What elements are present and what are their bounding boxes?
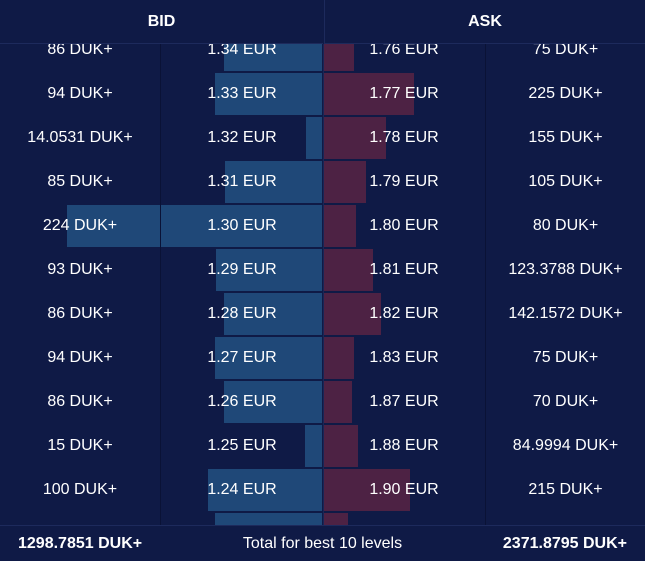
ask-price: 1.78 EUR <box>369 129 439 146</box>
order-book-row[interactable]: 224 DUK+ 1.30 EUR 1.80 EUR 80 DUK+ <box>0 204 645 248</box>
bid-quantity: 94 DUK+ <box>47 349 113 366</box>
order-book-rows[interactable]: 86 DUK+ 1.34 EUR 1.76 EUR 75 DUK+ 94 DUK+ 1.3… <box>0 44 645 525</box>
ask-price: 1.77 EUR <box>369 85 439 102</box>
bid-depth-bar <box>225 161 322 203</box>
ask-price: 1.79 EUR <box>369 173 439 190</box>
ask-depth-bar <box>324 73 414 115</box>
totals-label: Total for best 10 levels <box>242 535 403 552</box>
bid-price: 1.32 EUR <box>207 129 277 146</box>
bid-price: 1.29 EUR <box>207 261 277 278</box>
ask-quantity <box>486 512 645 525</box>
bid-price <box>162 512 322 525</box>
ask-quantity: 215 DUK+ <box>528 481 603 498</box>
bid-quantity: 94 DUK+ <box>47 85 113 102</box>
ask-depth-bar <box>324 381 352 423</box>
bid-quantity: 93 DUK+ <box>47 261 113 278</box>
order-book-row[interactable]: 85 DUK+ 1.31 EUR 1.79 EUR 105 DUK+ <box>0 160 645 204</box>
bid-price: 1.25 EUR <box>207 437 277 454</box>
bid-depth-bar <box>208 469 322 511</box>
ask-price: 1.82 EUR <box>369 305 439 322</box>
ask-quantity: 84.9994 DUK+ <box>512 437 619 454</box>
bid-price: 1.26 EUR <box>207 393 277 410</box>
bid-quantity: 86 DUK+ <box>47 305 113 322</box>
bid-price: 1.33 EUR <box>207 85 277 102</box>
order-book-row[interactable]: 94 DUK+ 1.33 EUR 1.77 EUR 225 DUK+ <box>0 72 645 116</box>
bid-total: 1298.7851 DUK+ <box>18 535 143 552</box>
bid-depth-bar <box>305 117 322 159</box>
ask-price: 1.80 EUR <box>369 217 439 234</box>
ask-depth-bar <box>324 249 374 291</box>
bid-depth-bar <box>223 44 322 71</box>
ask-total: 2371.8795 DUK+ <box>502 535 627 552</box>
ask-depth-bar <box>324 44 354 71</box>
ask-price: 1.81 EUR <box>369 261 439 278</box>
bid-price: 1.30 EUR <box>207 217 277 234</box>
ask-price: 1.87 EUR <box>369 393 439 410</box>
bid-price: 1.27 EUR <box>207 349 277 366</box>
bid-quantity: 14.0531 DUK+ <box>27 129 133 146</box>
bid-quantity <box>0 512 160 525</box>
bid-depth-bar <box>223 293 322 335</box>
ask-price: 1.83 EUR <box>369 349 439 366</box>
bid-depth-bar <box>215 249 322 291</box>
order-book-row[interactable]: 100 DUK+ 1.24 EUR 1.90 EUR 215 DUK+ <box>0 468 645 512</box>
ask-depth-bar <box>324 513 348 525</box>
ask-quantity: 70 DUK+ <box>532 393 599 410</box>
bid-quantity: 15 DUK+ <box>47 437 113 454</box>
order-book-row[interactable]: 86 DUK+ 1.34 EUR 1.76 EUR 75 DUK+ <box>0 44 645 72</box>
ask-depth-bar <box>324 161 366 203</box>
bid-depth-bar <box>214 73 322 115</box>
ask-depth-bar <box>324 117 386 159</box>
bid-header: BID <box>0 0 323 44</box>
ask-price: 1.90 EUR <box>369 481 439 498</box>
ask-quantity: 75 DUK+ <box>532 44 599 58</box>
bid-depth-bar <box>214 337 322 379</box>
ask-price: 1.76 EUR <box>369 44 439 58</box>
totals-footer: Total for best 10 levels 1298.7851 DUK+ … <box>0 525 645 561</box>
bid-quantity: 224 DUK+ <box>42 217 118 234</box>
ask-price: 1.88 EUR <box>369 437 439 454</box>
bid-quantity: 100 DUK+ <box>42 481 118 498</box>
bid-depth-bar <box>223 381 322 423</box>
center-divider <box>323 44 324 525</box>
bid-quantity: 86 DUK+ <box>47 393 113 410</box>
ask-header: ASK <box>324 0 645 44</box>
ask-depth-bar <box>324 469 410 511</box>
bid-price: 1.28 EUR <box>207 305 277 322</box>
bid-quantity: 86 DUK+ <box>47 44 113 58</box>
bid-depth-bar <box>304 425 322 467</box>
order-book-row[interactable]: 14.0531 DUK+ 1.32 EUR 1.78 EUR 155 DUK+ <box>0 116 645 160</box>
bid-quantity: 85 DUK+ <box>47 173 113 190</box>
ask-quantity: 80 DUK+ <box>532 217 599 234</box>
ask-quantity: 123.3788 DUK+ <box>508 261 623 278</box>
order-book-row[interactable]: 86 DUK+ 1.28 EUR 1.82 EUR 142.1572 DUK+ <box>0 292 645 336</box>
order-book-row[interactable]: 94 DUK+ 1.27 EUR 1.83 EUR 75 DUK+ <box>0 336 645 380</box>
ask-depth-bar <box>324 205 356 247</box>
column-divider <box>485 44 486 525</box>
order-book-row[interactable]: 86 DUK+ 1.26 EUR 1.87 EUR 70 DUK+ <box>0 380 645 424</box>
ask-depth-bar <box>324 337 354 379</box>
ask-price <box>324 512 484 525</box>
column-divider <box>160 44 161 525</box>
bid-price: 1.34 EUR <box>207 44 277 58</box>
ask-quantity: 75 DUK+ <box>532 349 599 366</box>
ask-quantity: 142.1572 DUK+ <box>508 305 623 322</box>
order-book-row[interactable] <box>0 512 645 525</box>
order-book-row[interactable]: 93 DUK+ 1.29 EUR 1.81 EUR 123.3788 DUK+ <box>0 248 645 292</box>
ask-quantity: 155 DUK+ <box>528 129 603 146</box>
ask-quantity: 105 DUK+ <box>528 173 603 190</box>
order-book-row[interactable]: 15 DUK+ 1.25 EUR 1.88 EUR 84.9994 DUK+ <box>0 424 645 468</box>
ask-quantity: 225 DUK+ <box>528 85 603 102</box>
ask-depth-bar <box>324 425 358 467</box>
bid-depth-bar <box>66 205 322 247</box>
bid-price: 1.24 EUR <box>207 481 277 498</box>
bid-depth-bar <box>214 513 322 525</box>
bid-price: 1.31 EUR <box>207 173 277 190</box>
ask-depth-bar <box>324 293 381 335</box>
